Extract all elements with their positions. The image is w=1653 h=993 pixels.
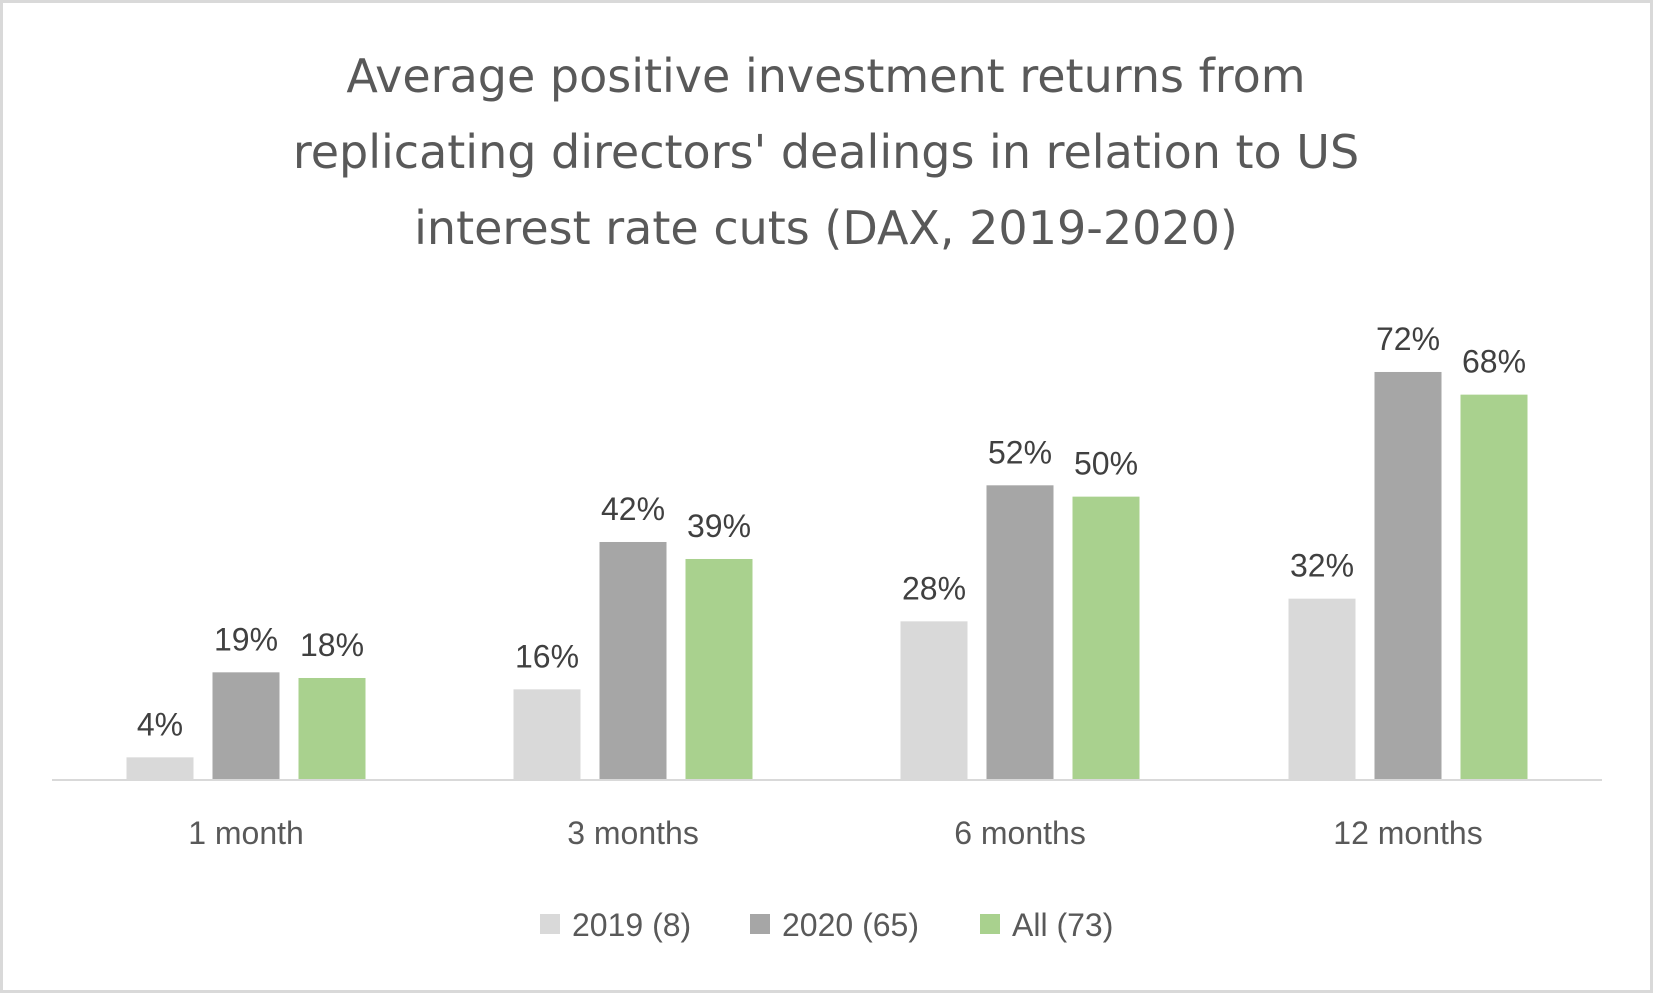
category-label-1: 1 month (188, 815, 304, 851)
bar-1-4 (1288, 598, 1356, 780)
bar-3-2 (685, 558, 753, 780)
legend-swatch-1 (540, 914, 560, 934)
bar-1-1 (126, 757, 194, 780)
bar-3-1 (298, 677, 366, 780)
bar-3-3 (1072, 496, 1140, 780)
bar-2-3 (986, 485, 1054, 780)
data-label-2-1: 19% (214, 621, 278, 657)
data-label-2-2: 42% (601, 491, 665, 527)
data-label-3-4: 68% (1462, 344, 1526, 380)
chart-title-line-3: interest rate cuts (DAX, 2019-2020) (414, 201, 1238, 255)
chart-title-line-1: Average positive investment returns from (346, 49, 1305, 103)
bar-1-3 (900, 621, 968, 780)
data-label-1-3: 28% (902, 570, 966, 606)
category-labels-group: 1 month 3 months 6 months 12 months (188, 815, 1483, 851)
bars-group (126, 371, 1528, 780)
category-label-2: 3 months (567, 815, 699, 851)
chart-title: Average positive investment returns from… (293, 49, 1359, 255)
data-label-1-4: 32% (1290, 548, 1354, 584)
data-label-3-1: 18% (300, 627, 364, 663)
data-label-2-3: 52% (988, 434, 1052, 470)
data-label-1-1: 4% (137, 706, 183, 742)
bar-2-4 (1374, 371, 1442, 780)
legend-label-1: 2019 (8) (572, 907, 691, 943)
legend-swatch-3 (980, 914, 1000, 934)
data-label-3-2: 39% (687, 508, 751, 544)
legend-label-3: All (73) (1012, 907, 1113, 943)
data-label-3-3: 50% (1074, 446, 1138, 482)
data-label-2-4: 72% (1376, 321, 1440, 357)
bar-2-2 (599, 541, 667, 780)
category-label-3: 6 months (954, 815, 1086, 851)
data-labels-group: 4% 19% 18% 16% 42% 39% 28% 52% 50% 32% 72% 68% (137, 321, 1526, 742)
bar-1-2 (513, 689, 581, 780)
category-label-4: 12 months (1333, 815, 1482, 851)
data-label-1-2: 16% (515, 638, 579, 674)
legend-label-2: 2020 (65) (782, 907, 919, 943)
legend-swatch-2 (750, 914, 770, 934)
bar-3-4 (1460, 394, 1528, 780)
bar-2-1 (212, 672, 280, 780)
chart-title-line-2: replicating directors' dealings in relat… (293, 125, 1359, 179)
legend: 2019 (8) 2020 (65) All (73) (540, 907, 1113, 943)
